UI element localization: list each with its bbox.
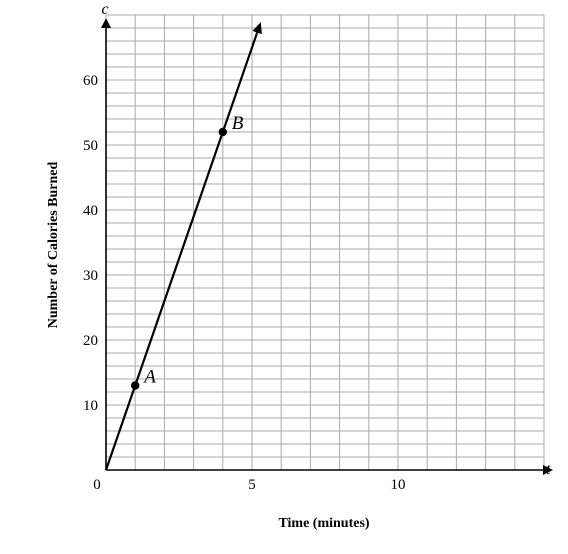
point-b [218,127,227,137]
data-points: AB [131,113,244,390]
axes [101,18,553,475]
y-axis-arrow [101,18,111,28]
y-variable-label: c [101,1,108,18]
y-axis-title: Number of Calories Burned [46,162,61,329]
grid [105,14,545,471]
x-variable-label: t [546,461,551,478]
y-tick-label: 50 [83,138,98,154]
data-series [104,22,262,471]
x-tick-label: 5 [248,477,256,493]
y-tick-label: 30 [83,268,98,284]
series-arrowhead [252,22,262,35]
tick-labels: 5 10 10 20 30 40 50 60 [83,73,406,493]
point-a [131,381,140,390]
x-tick-label: 10 [391,477,406,493]
x-axis-title: Time (minutes) [278,516,369,531]
y-tick-label: 20 [83,333,98,349]
point-label-b: B [232,113,244,134]
x-axis-arrow [543,465,553,475]
y-tick-label: 40 [83,203,98,219]
origin-label: 0 [93,477,101,493]
y-tick-label: 10 [83,398,98,414]
series-line [104,32,259,471]
point-label-a: A [142,367,156,388]
y-tick-label: 60 [83,73,98,89]
